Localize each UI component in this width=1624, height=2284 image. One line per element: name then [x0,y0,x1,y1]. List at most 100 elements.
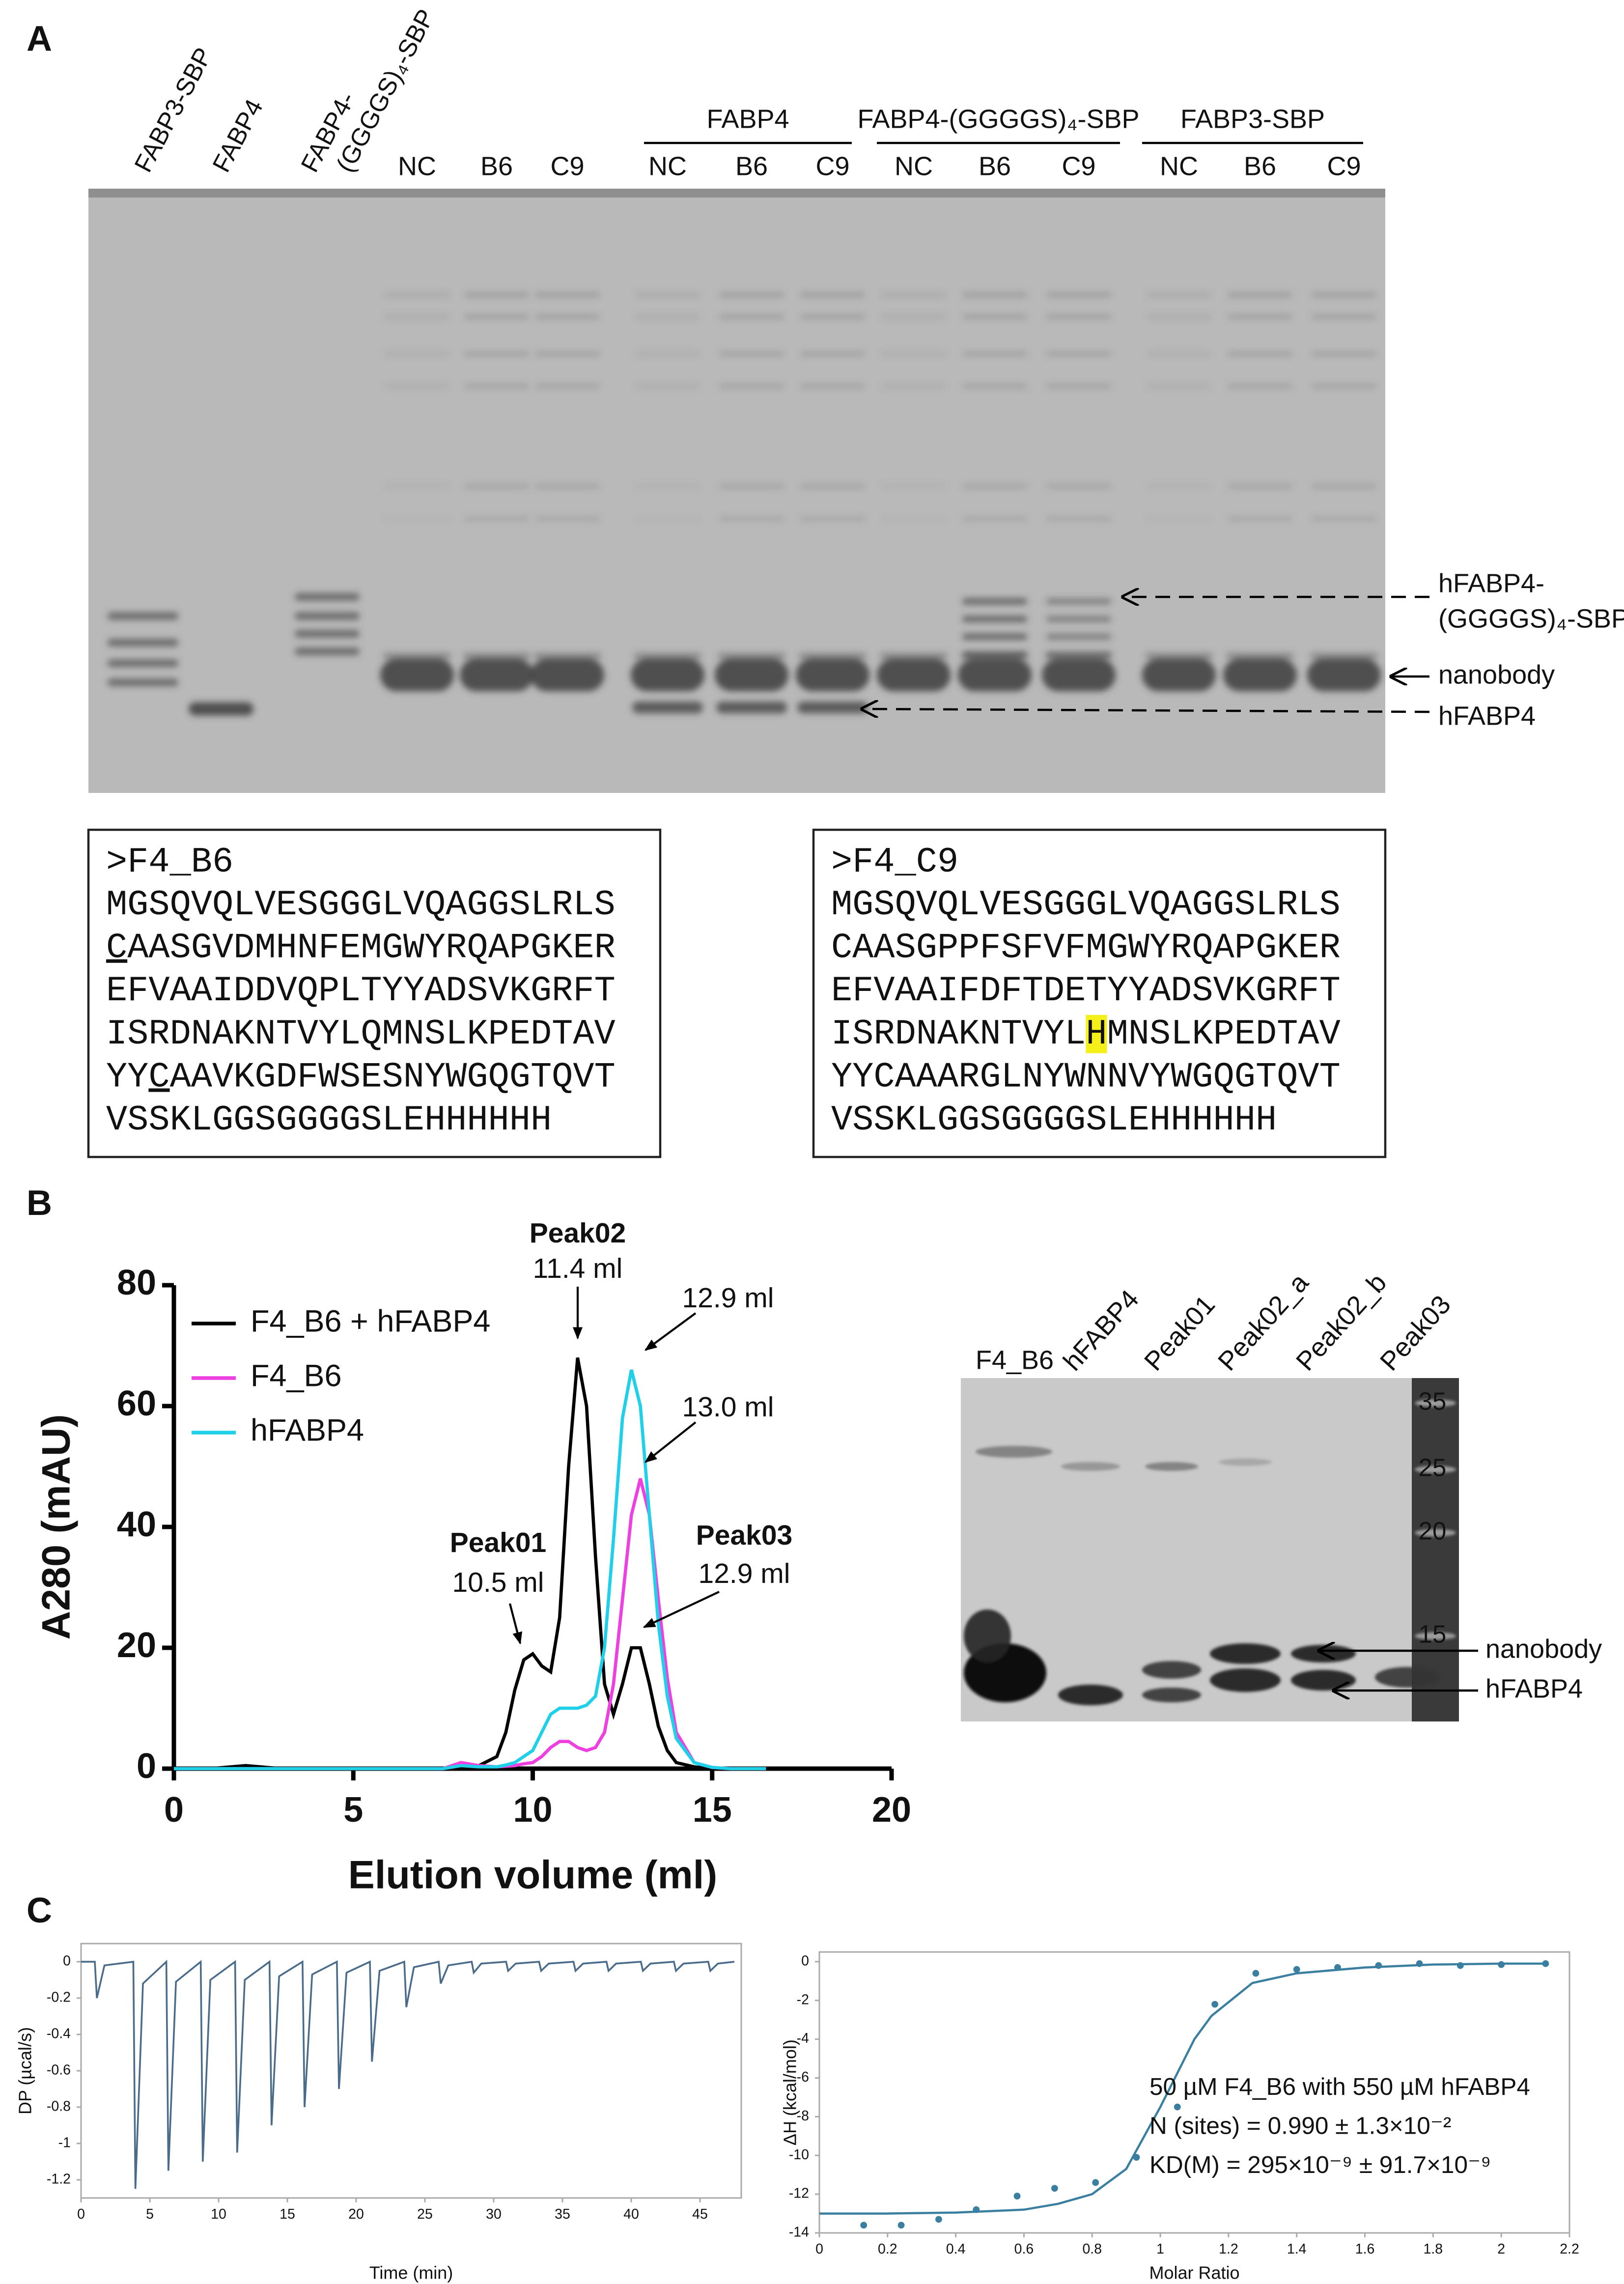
gel-band [1311,292,1376,297]
gel-band [1311,314,1376,319]
gel-band [1041,658,1116,691]
gel-band [295,593,360,601]
data-line [81,1959,735,2189]
gel-band [1142,1687,1201,1702]
data-point [1375,1962,1382,1969]
gel-band [1227,384,1292,389]
gel-band [963,1609,1011,1663]
data-point [1051,2185,1058,2192]
y-tick-label: 20 [117,1626,156,1665]
gel-band [385,384,450,389]
gel-band [715,658,789,691]
data-point [935,2216,942,2223]
sequence-segment: MGWYRQAPGKER [361,928,615,968]
peak-volume: 12.9 ml [682,1282,774,1314]
plot-frame [80,1943,742,2199]
gel-band [385,314,450,319]
x-tick-label: 35 [555,2206,570,2222]
legend-label: F4_B6 [251,1359,342,1393]
gel-band [1290,1669,1356,1691]
x-tick-label: 2.2 [1560,2241,1579,2257]
gel-band [463,652,531,659]
x-tick-label: 0.8 [1082,2241,1102,2257]
gel-band [799,652,867,659]
gel-band [535,516,600,521]
sequence-segment: YY [106,1057,148,1097]
sequence-box [87,828,662,1158]
x-tick-label: 5 [146,2206,154,2222]
data-point [973,2206,980,2213]
band-annotation: hFABP4- [1438,568,1544,598]
gel-band [1311,484,1376,489]
gel-band [800,292,865,297]
sequence-segment: MGWYRQAPGKER [1086,928,1340,968]
gel-band [1227,351,1292,356]
x-tick-label: 0 [815,2241,823,2257]
gel-b-bands [963,1399,1456,1705]
gel-band [800,351,865,356]
gel-band [962,314,1027,319]
x-tick-label: 0.2 [878,2241,897,2257]
gel-band [957,658,1032,691]
gel-band [1046,598,1111,604]
gel-band [1226,652,1294,659]
gel-band [533,652,602,659]
y-tick-label: -10 [789,2147,809,2163]
gel-band [962,292,1027,297]
gel-band [1209,1643,1281,1664]
gel-band [464,484,530,489]
annotation-arrow [508,1603,523,1645]
gel-band [719,384,784,389]
lane-label: hFABP4 [1058,1284,1145,1376]
peak-label: Peak03 [696,1520,792,1551]
peak-label: Peak02 [530,1217,626,1249]
y-axis-label: ΔH (kcal/mol) [780,2039,800,2145]
x-tick-label: 45 [692,2206,708,2222]
sequence-segment: MGSQVQLVESGGGLVQAGGSLRLS [106,885,616,925]
sequence-segment: EFVAAI [106,971,233,1011]
peak-label: Peak01 [450,1527,546,1558]
data-point [1334,1964,1341,1971]
gel-band [385,351,450,356]
x-axis-label: Elution volume (ml) [348,1853,717,1897]
lane-label: C9 [550,151,584,181]
gel-band [1146,314,1211,319]
gel-band [108,612,179,620]
marker-label: 20 [1419,1517,1447,1545]
peak-volume: 11.4 ml [533,1253,623,1284]
gel-band [108,639,179,647]
gel-band [535,314,600,319]
sequence-segment: C [106,928,127,968]
panel-label: B [27,1184,52,1223]
y-tick-label: -12 [789,2186,809,2201]
y-tick-label: -1 [58,2135,71,2150]
gel-band [189,702,254,716]
gel-band [1218,1458,1272,1466]
gel-band [797,701,868,713]
data-point [1416,1960,1423,1967]
gel-band [380,658,454,691]
lane-label: Peak01 [1139,1290,1221,1376]
gel-band [1146,516,1211,521]
data-line [174,1478,766,1771]
gel-band [1310,652,1378,659]
gel-band [1146,384,1211,389]
panel-label: C [27,1891,52,1930]
gel-band [1311,516,1376,521]
gel-band [1414,1399,1456,1407]
data-point [1456,1962,1464,1969]
marker-label: 35 [1419,1387,1447,1415]
gel-band [796,658,869,691]
band-annotation: nanobody [1438,660,1555,689]
sequence-name: >F4_C9 [831,842,958,882]
y-tick-label: 40 [117,1505,156,1544]
x-tick-label: 0 [164,1790,184,1830]
sequence-box [812,828,1387,1158]
lane-label: NC [648,151,687,181]
y-tick-label: -0.4 [47,2026,71,2042]
x-tick-label: 2 [1497,2241,1505,2257]
gel-band [108,659,179,667]
x-tick-label: 15 [280,2206,295,2222]
gel-b-marker-lane [1411,1378,1459,1721]
lane-label: NC [895,151,933,181]
